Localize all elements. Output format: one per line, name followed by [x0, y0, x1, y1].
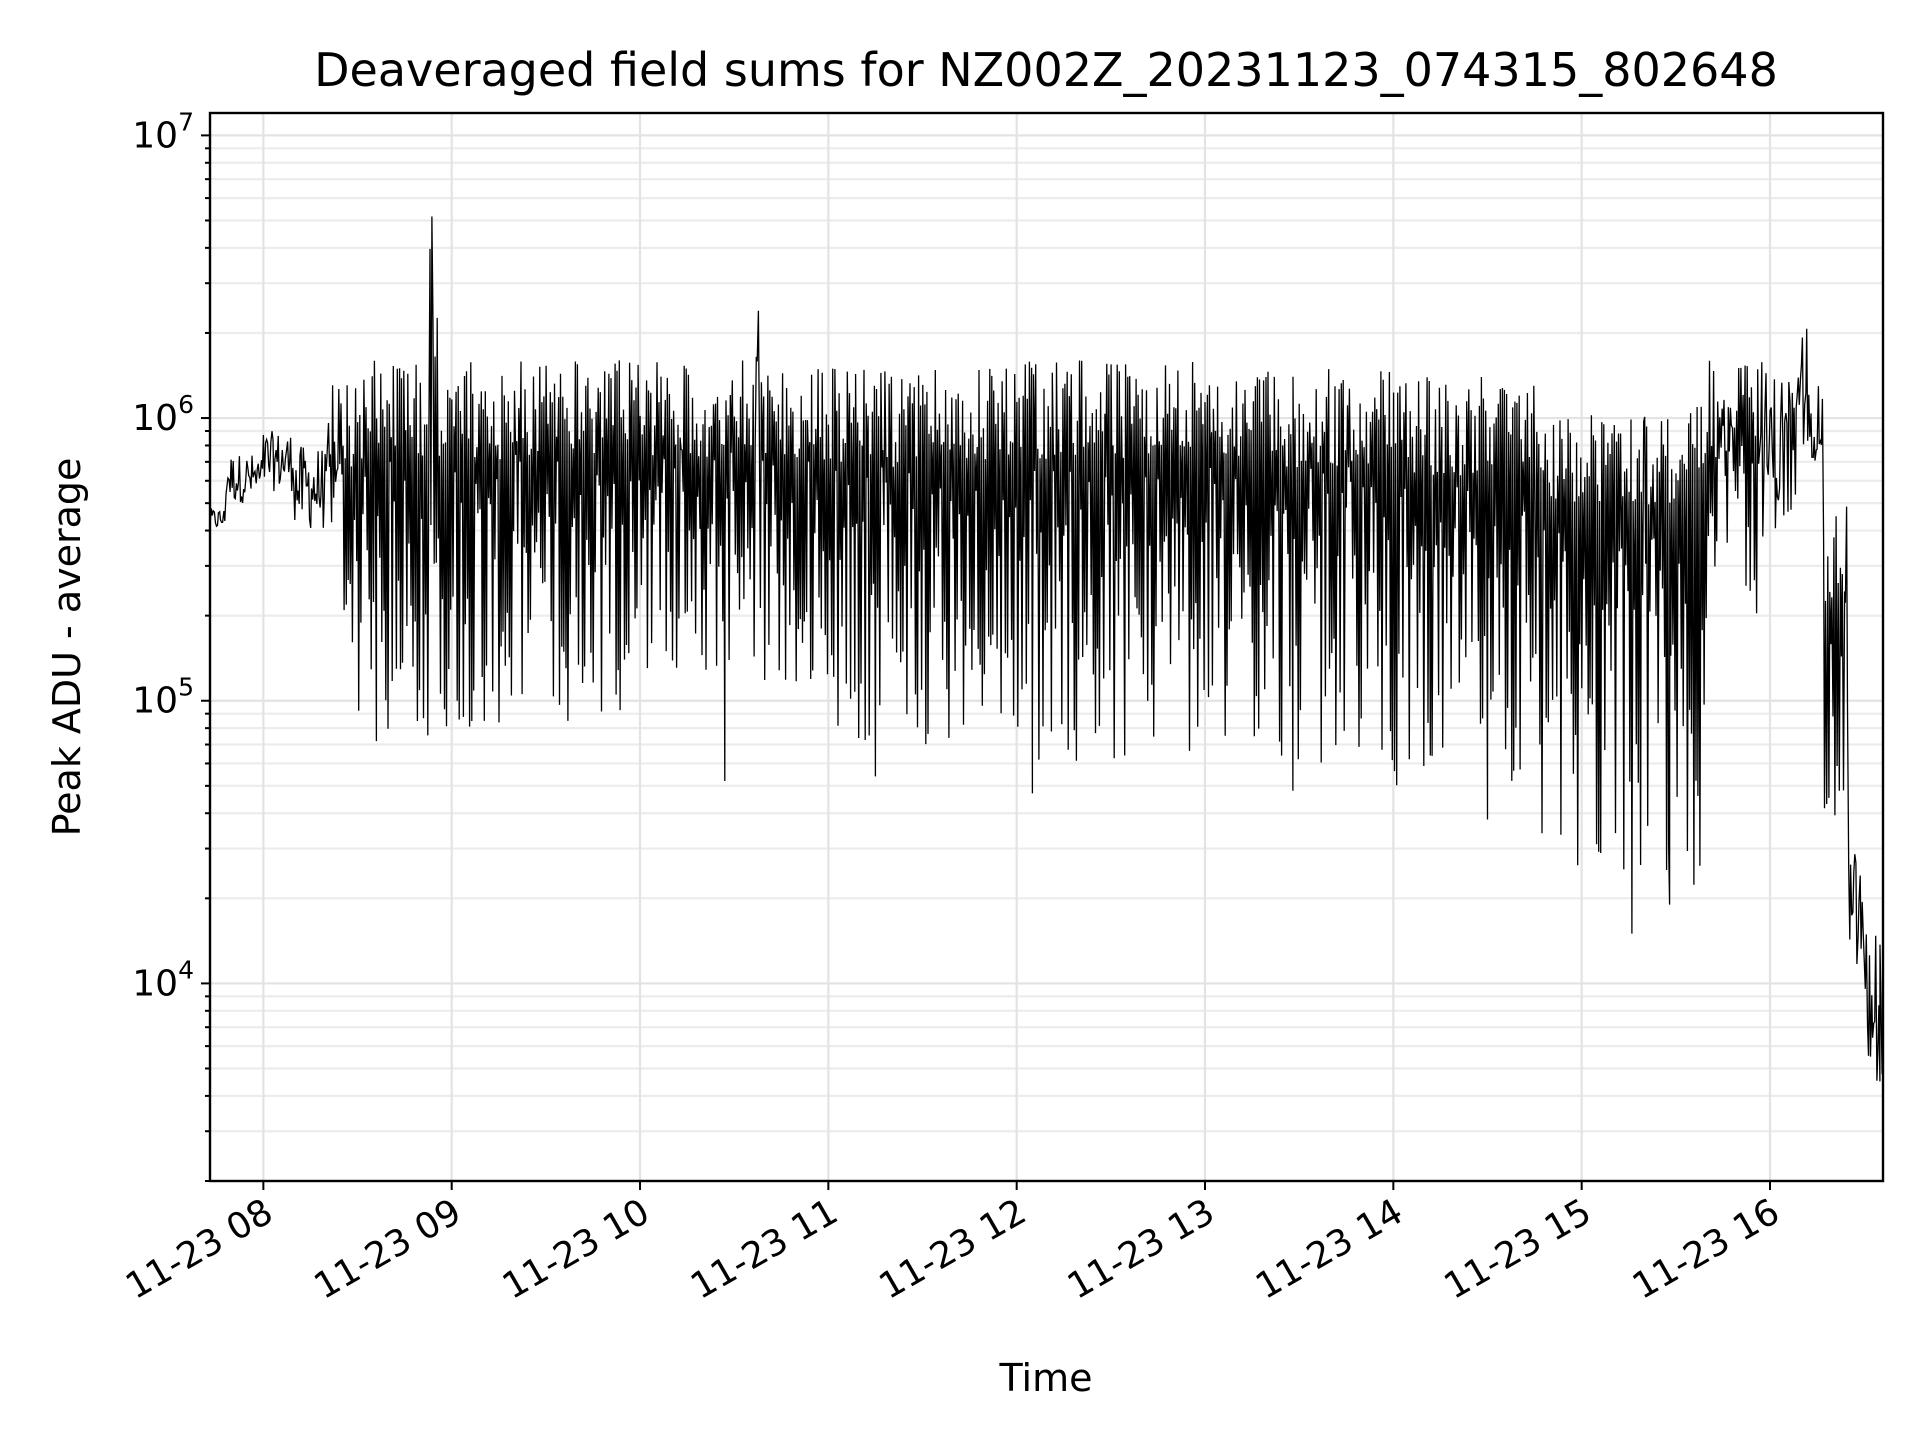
y-axis: 104 105 106 107 — [132, 107, 210, 1182]
y-tick-label: 106 — [132, 390, 194, 439]
y-axis-label: Peak ADU - average — [45, 458, 89, 837]
x-axis-label: Time — [999, 1356, 1093, 1400]
plot-frame — [208, 111, 1885, 1183]
y-tick-label: 104 — [132, 955, 194, 1004]
y-tick-label: 105 — [132, 673, 194, 722]
chart-title: Deaveraged field sums for NZ002Z_2023112… — [314, 43, 1778, 97]
series-line — [209, 216, 1883, 1082]
y-tick-label: 107 — [132, 107, 194, 156]
